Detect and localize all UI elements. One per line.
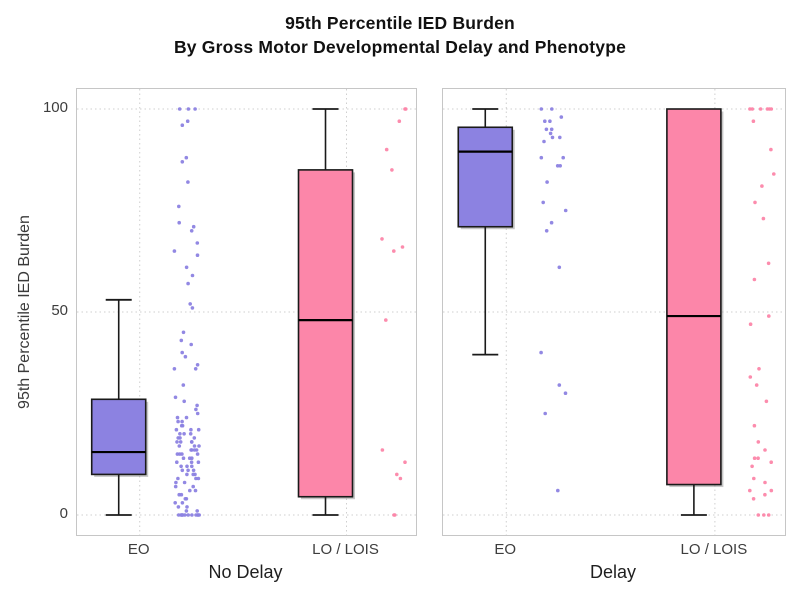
boxplot-lo-lois <box>297 108 356 516</box>
jitter-points-eo <box>172 107 201 517</box>
y-tick-0: 0 <box>59 505 68 522</box>
chart-title-line2: By Gross Motor Developmental Delay and P… <box>173 37 627 57</box>
panel-delay <box>442 88 786 536</box>
x-tick-no-delay-lo: LO / LOIS <box>312 541 379 558</box>
plot-area <box>77 89 416 535</box>
gridlines <box>443 89 785 535</box>
facet-caption-delay: Delay <box>589 562 637 582</box>
plot-area <box>443 89 785 535</box>
jitter-points-eo <box>539 107 568 493</box>
boxplot-eo <box>457 108 515 356</box>
boxplot-lo-lois <box>666 108 724 516</box>
x-tick-no-delay-eo: EO <box>127 541 150 558</box>
panel-no-delay <box>76 88 417 536</box>
boxplot-eo <box>90 298 149 516</box>
jitter-points-lo-lois <box>380 107 408 517</box>
chart-title-line1: 95th Percentile IED Burden <box>285 13 515 33</box>
chart-title: 95th Percentile IED Burden By Gross Moto… <box>0 11 800 59</box>
y-tick-50: 50 <box>51 302 68 319</box>
x-tick-delay-lo: LO / LOIS <box>680 541 748 558</box>
facet-caption-no-delay: No Delay <box>208 562 283 582</box>
x-tick-delay-eo: EO <box>494 541 517 558</box>
jitter-points-lo-lois <box>748 107 776 517</box>
y-tick-100: 100 <box>42 99 68 116</box>
